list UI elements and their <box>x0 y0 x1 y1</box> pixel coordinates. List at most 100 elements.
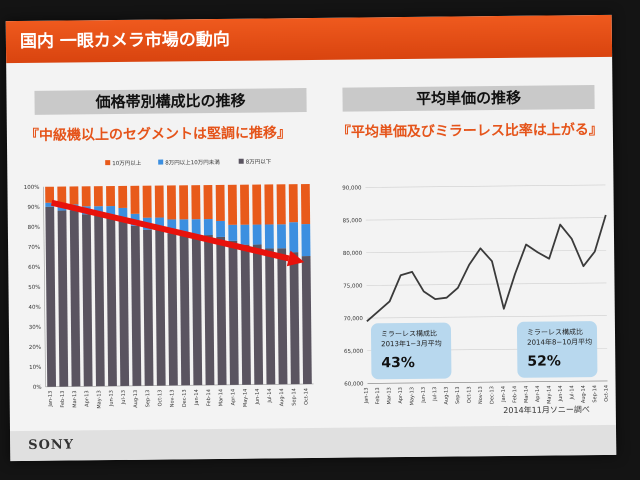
x-tick-label: Apr-14 <box>535 386 541 403</box>
line-chart: 60,000 65,000 70,000 75,000 80,000 85,000 90,0… <box>342 184 610 405</box>
x-tick-label: Jun-14 <box>558 385 564 402</box>
y-tick-label: 20% <box>29 345 41 351</box>
bar-segment <box>191 185 201 220</box>
y-tick-label: 0% <box>33 385 42 391</box>
bar-segment <box>203 219 213 236</box>
x-tick-label: Oct-14 <box>604 385 610 402</box>
x-tick-label: Feb-13 <box>60 391 66 408</box>
x-tick-label: Apr-14 <box>230 389 236 406</box>
x-tick-label: Aug-14 <box>581 385 587 403</box>
bar-segment <box>301 224 311 257</box>
y-tick-label: 75,000 <box>343 283 363 289</box>
bar-segment <box>130 225 142 386</box>
bar-segment <box>118 217 130 387</box>
gridline <box>366 282 607 286</box>
bar-segment <box>167 233 178 386</box>
left-panel-title: 価格帯別構成比の推移 <box>34 88 307 115</box>
bar-segment <box>228 224 238 241</box>
x-tick-label: Mar-13 <box>386 387 392 404</box>
right-panel-title: 平均単価の推移 <box>342 85 595 112</box>
slide: 国内 一眼カメラ市場の動向 価格帯別構成比の推移 『中級機以上のセグメントは堅調… <box>5 14 617 462</box>
x-tick-label: Jan-13 <box>364 387 370 404</box>
bar-segment <box>118 207 128 219</box>
bar-segment <box>204 235 215 386</box>
x-tick-label: Oct-13 <box>466 386 472 403</box>
bar-segment <box>265 248 276 385</box>
x-tick-label: Sep-14 <box>592 385 598 403</box>
callout-value: 52% <box>527 353 561 369</box>
bar-segment <box>289 252 300 385</box>
trend-arrow <box>50 199 290 262</box>
bar-segment <box>252 244 264 385</box>
bar-segment <box>216 220 226 237</box>
x-tick-label: Jul-13 <box>121 390 127 405</box>
mirrorless-callout <box>516 321 598 378</box>
x-tick-label: Sep-13 <box>455 386 461 404</box>
bar-segment <box>240 224 250 245</box>
left-panel-subtitle: 『中級機以上のセグメントは堅調に推移』 <box>24 125 291 144</box>
bar-segment <box>277 248 288 385</box>
y-tick-label: 60% <box>28 265 40 271</box>
y-tick-label: 40% <box>28 305 40 311</box>
bar-segment <box>252 224 262 245</box>
trend-arrow-head <box>286 250 305 267</box>
x-tick-label: May-14 <box>546 385 552 403</box>
x-tick-label: Jan-13 <box>48 391 54 408</box>
x-tick-label: Jan-14 <box>501 386 507 403</box>
y-tick-label: 30% <box>29 325 41 331</box>
bar-segment <box>228 240 239 385</box>
bar-segment <box>118 185 128 209</box>
bar-segment <box>203 185 213 220</box>
y-axis <box>43 186 46 387</box>
x-tick-label: May-14 <box>243 389 249 407</box>
bar-segment <box>179 219 189 234</box>
x-tick-label: Sep-13 <box>145 390 151 408</box>
y-tick-label: 65,000 <box>344 349 364 355</box>
x-tick-label: Mar-14 <box>218 389 224 406</box>
y-tick-label: 85,000 <box>343 218 363 224</box>
x-tick-label: Jul-13 <box>432 387 438 402</box>
y-tick-label: 10% <box>29 365 41 371</box>
bar-segment <box>264 184 274 225</box>
x-tick-label: Jun-14 <box>255 389 261 406</box>
mirrorless-callout <box>370 322 452 380</box>
bar-segment <box>179 233 191 386</box>
bar-segment <box>81 214 93 387</box>
legend-swatch <box>105 160 111 166</box>
bar-segment <box>69 210 81 387</box>
x-tick-label: May-13 <box>409 387 415 405</box>
bar-segment <box>57 186 67 205</box>
bar-segment <box>300 184 311 225</box>
bar-segment <box>93 186 103 207</box>
x-tick-label: Mar-13 <box>72 390 78 407</box>
bar-segment <box>252 184 262 225</box>
bar-segment <box>45 206 57 387</box>
bar-segment <box>106 186 116 207</box>
bar-segment <box>240 184 250 225</box>
source-note: 2014年11月ソニー調べ <box>503 405 590 415</box>
legend-label: 10万円以上 <box>112 159 142 167</box>
footer-bar <box>10 424 617 462</box>
x-tick-label: Aug-13 <box>133 390 139 408</box>
bar-segment <box>216 236 227 385</box>
page-title: 国内 一眼カメラ市場の動向 <box>5 14 613 64</box>
bar-segment <box>227 184 238 225</box>
x-tick-label: Jul-14 <box>569 385 575 400</box>
bar-segment <box>179 185 189 220</box>
y-tick-label: 70,000 <box>344 316 364 322</box>
callout-label: ミラーレス構成比 <box>381 329 437 339</box>
right-panel-subtitle: 『平均単価及びミラーレス比率は上がる』 <box>336 121 603 141</box>
bar-segment <box>57 210 69 387</box>
x-tick-label: Sep-14 <box>291 388 297 406</box>
bar-segment <box>264 224 274 249</box>
y-tick-label: 100% <box>24 185 40 191</box>
x-tick-label: Nov-13 <box>169 389 175 407</box>
bar-segment <box>276 184 286 225</box>
gridline <box>366 249 607 254</box>
x-tick-label: Jul-14 <box>267 388 273 403</box>
x-tick-label: Mar-14 <box>524 386 530 403</box>
bar-segment <box>94 214 105 387</box>
price-line <box>366 214 607 322</box>
bar-segment <box>45 186 55 203</box>
x-tick-label: Jun-13 <box>421 387 427 404</box>
